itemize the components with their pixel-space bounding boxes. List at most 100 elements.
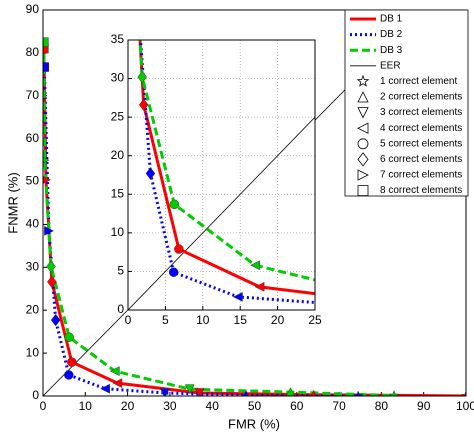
marker [285,387,295,396]
marker [174,244,184,254]
marker [250,260,260,271]
marker [47,275,57,289]
marker [357,185,369,196]
x-tick-label: 90 [417,399,431,413]
y-tick-label: 10 [111,225,125,239]
marker [357,122,369,134]
marker [460,390,466,396]
legend-label: 2 correct elements [380,92,462,103]
x-tick-label: 100 [456,399,474,413]
marker [43,37,49,47]
y-tick-label: 70 [26,88,40,102]
x-tick-label: 30 [163,399,177,413]
marker [352,390,364,396]
marker [43,156,50,164]
x-tick-label: 10 [79,399,93,413]
y-tick-label: 5 [117,264,124,278]
marker [138,98,149,112]
series-line [43,48,466,396]
y-tick-label: 30 [111,71,125,85]
y-tick-label: 20 [111,148,125,162]
x-tick-label: 80 [375,399,389,413]
marker [357,91,369,103]
legend-label: 6 correct elements [380,154,462,165]
axes-box [127,39,316,311]
x-tick-label: 0 [40,399,47,413]
legend-label: EER [380,60,401,71]
x-tick-label: 20 [271,313,285,327]
legend-label: 7 correct elements [380,170,462,181]
x-tick-label: 0 [125,313,132,327]
x-tick-label: 15 [234,313,248,327]
series-line [138,40,315,305]
marker [254,281,265,292]
x-tick-label: 10 [196,313,210,327]
x-tick-label: 40 [206,399,220,413]
marker [43,62,50,72]
marker [46,260,56,273]
y-tick-label: 30 [26,260,40,274]
marker [169,199,180,210]
marker [112,378,123,389]
x-tick-label: 25 [308,313,322,327]
marker [232,291,243,302]
marker [184,384,195,395]
marker [168,267,179,277]
y-tick-label: 0 [117,302,124,316]
marker [357,107,369,119]
y-tick-label: 50 [26,174,40,188]
marker [357,169,369,181]
marker [357,138,369,150]
x-tick-label: 60 [290,399,304,413]
y-tick-label: 0 [32,388,39,402]
x-tick-label: 50 [248,399,262,413]
marker [44,225,54,236]
y-tick-label: 60 [26,131,40,145]
marker [137,70,148,84]
legend-label: 1 correct element [380,76,457,87]
marker [109,366,120,377]
plot-area [128,40,315,310]
y-tick-label: 90 [26,2,40,16]
eer-line [128,116,315,310]
legend-label: DB 2 [380,29,403,40]
legend-label: 4 correct elements [380,123,462,134]
legend: DB 1 DB 2 DB 3 EER 1 correct element 2 correc… [344,9,469,197]
y-tick-label: 15 [111,186,125,200]
y-axis-label: FNMR (%) [5,172,20,233]
marker [310,389,317,396]
y-tick-label: 40 [26,217,40,231]
marker [159,388,170,396]
marker [43,175,52,184]
series-line [138,40,315,296]
axes-box [42,9,467,397]
legend-label: 8 correct elements [380,185,462,196]
legend-label: DB 1 [380,14,403,25]
y-tick-label: 25 [111,109,125,123]
legend-label: 3 correct elements [380,107,462,118]
y-tick-label: 20 [26,302,40,316]
marker [194,388,205,396]
y-tick-label: 10 [26,345,40,359]
x-tick-label: 5 [162,313,169,327]
legend-label: 5 correct elements [380,138,462,149]
marker [356,74,370,87]
marker [145,167,156,180]
plot-layer [128,40,315,310]
marker [64,370,74,380]
marker [67,357,77,367]
y-tick-label: 80 [26,45,40,59]
marker [100,383,110,394]
marker [50,313,61,327]
series-line [43,66,359,396]
marker [357,152,369,167]
x-tick-label: 20 [121,399,135,413]
legend-label: DB 3 [380,45,403,56]
legend-box [344,9,469,197]
x-axis-label: FMR (%) [228,416,280,431]
marker [243,390,249,396]
marker [64,332,74,342]
x-tick-label: 70 [332,399,346,413]
y-tick-label: 35 [111,32,125,46]
